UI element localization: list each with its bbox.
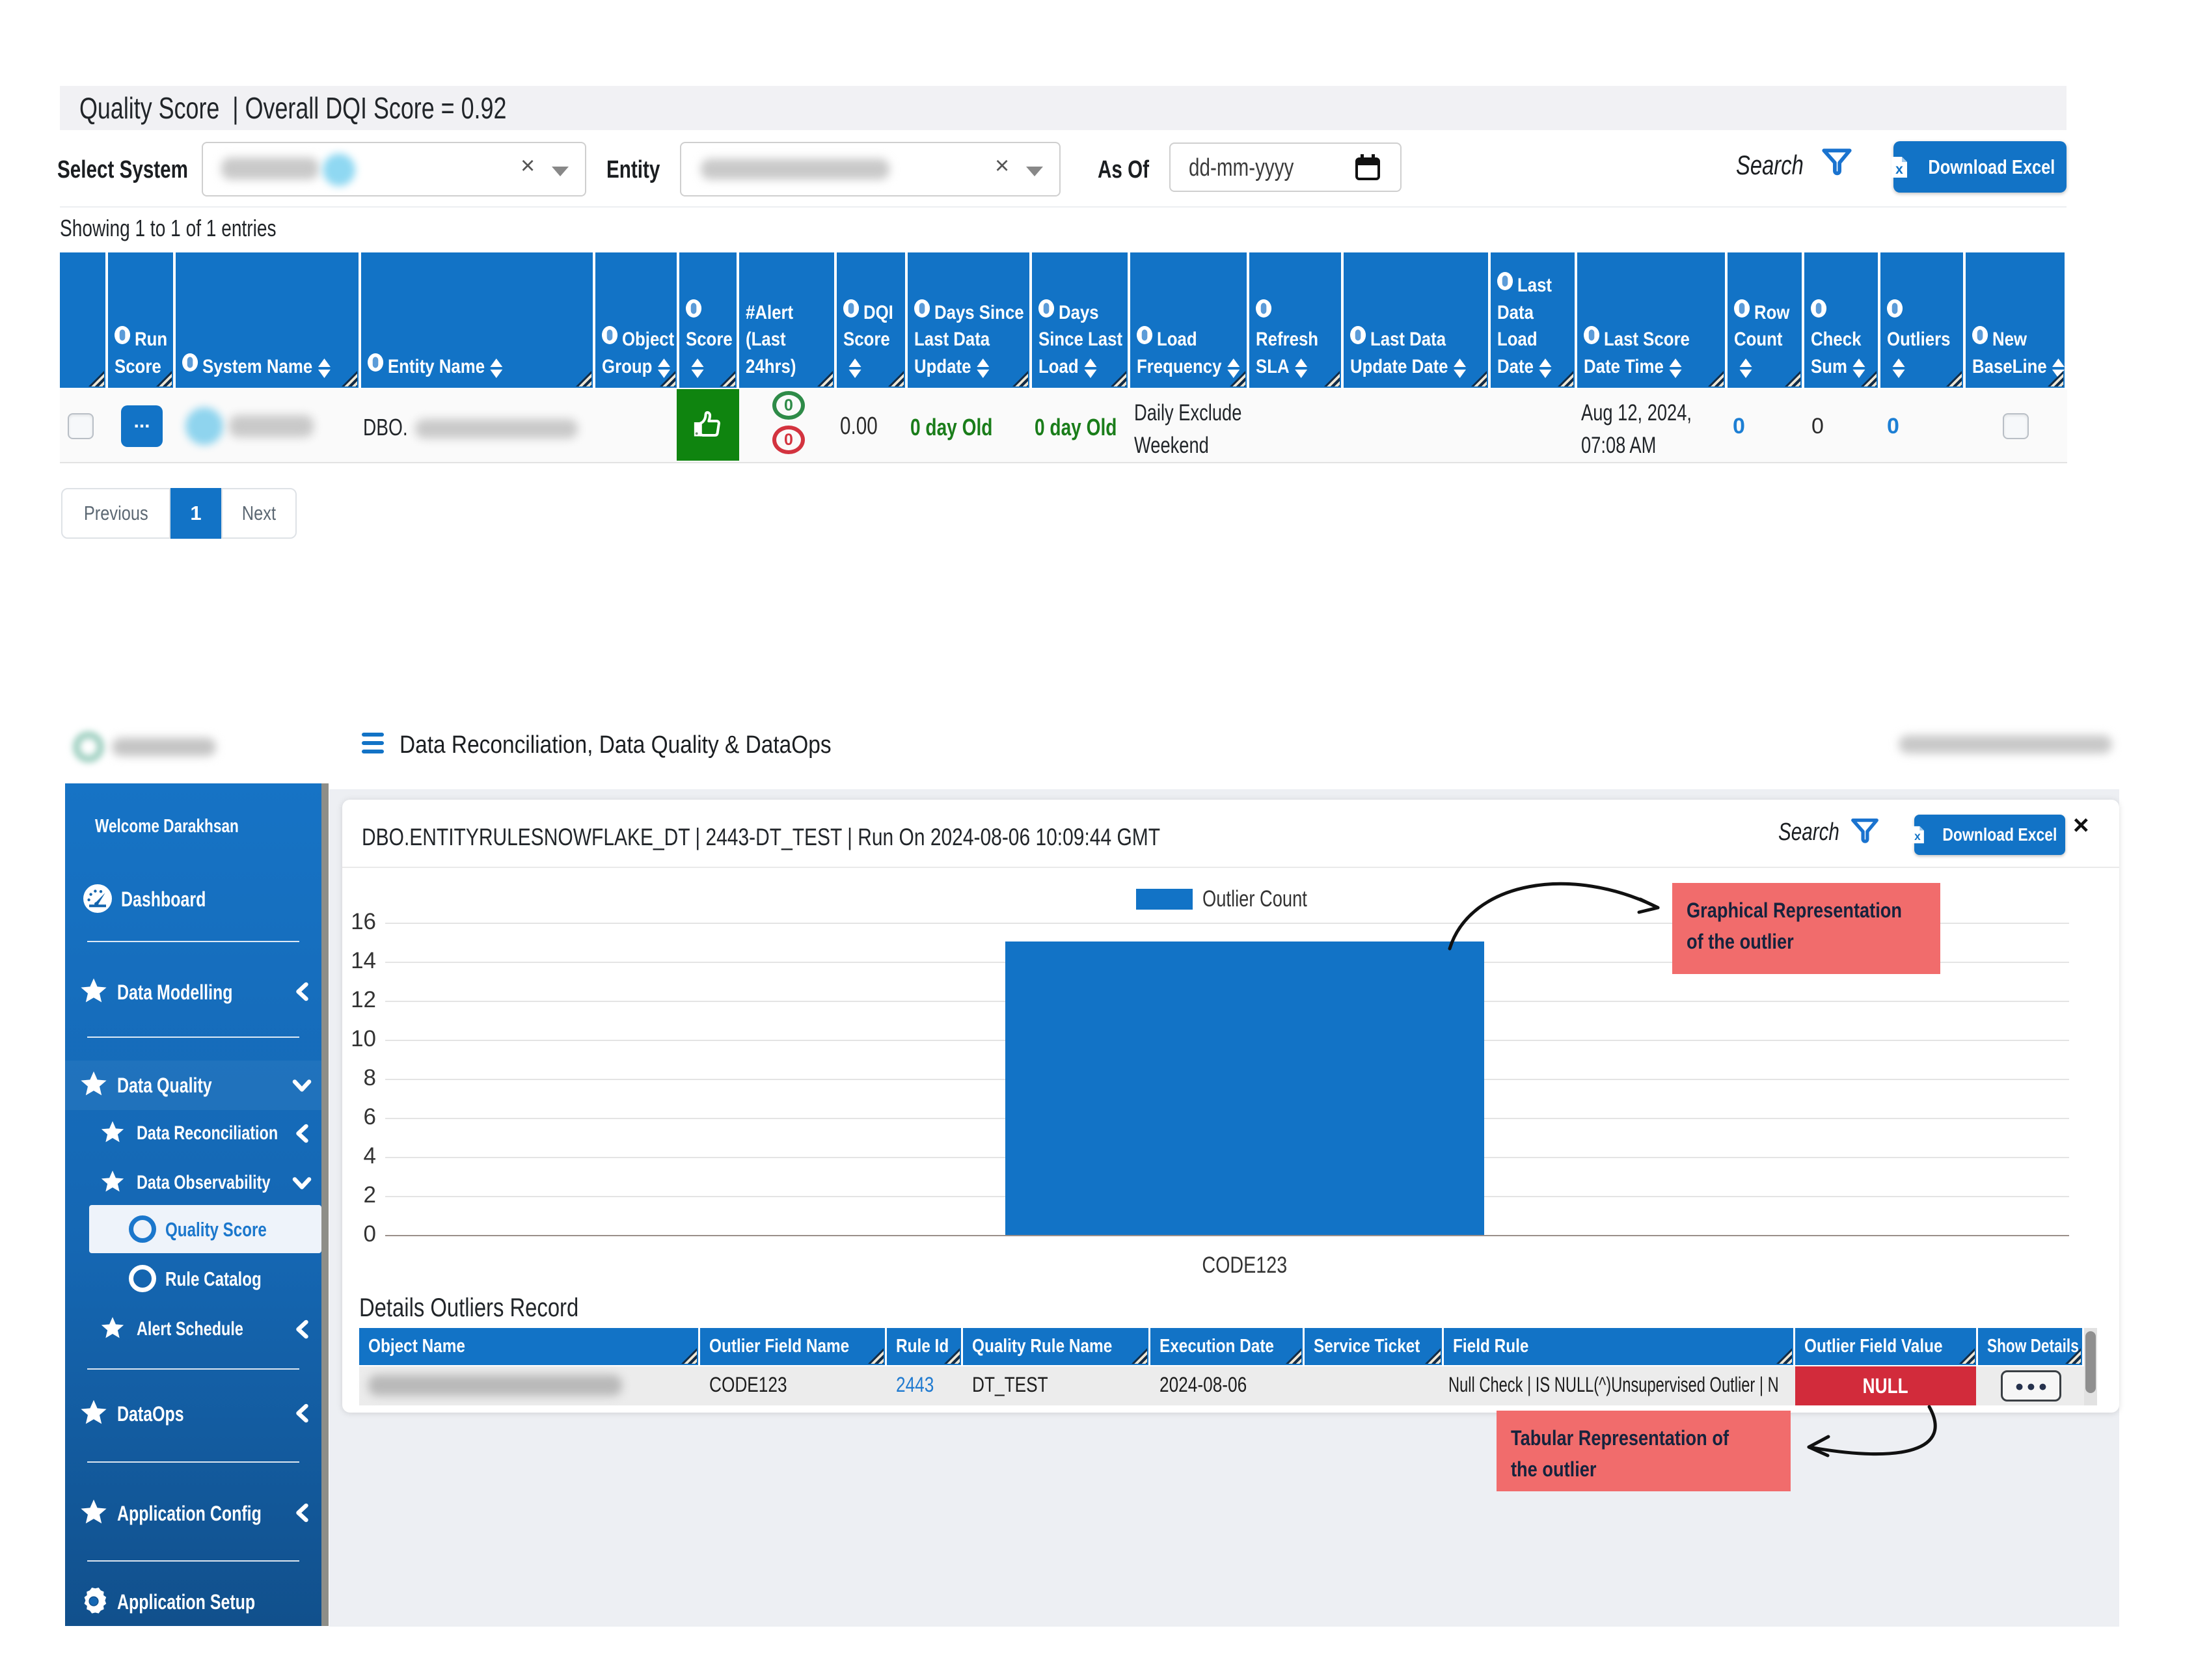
svg-text:x: x [1914,830,1921,843]
svg-text:x: x [1895,162,1903,177]
